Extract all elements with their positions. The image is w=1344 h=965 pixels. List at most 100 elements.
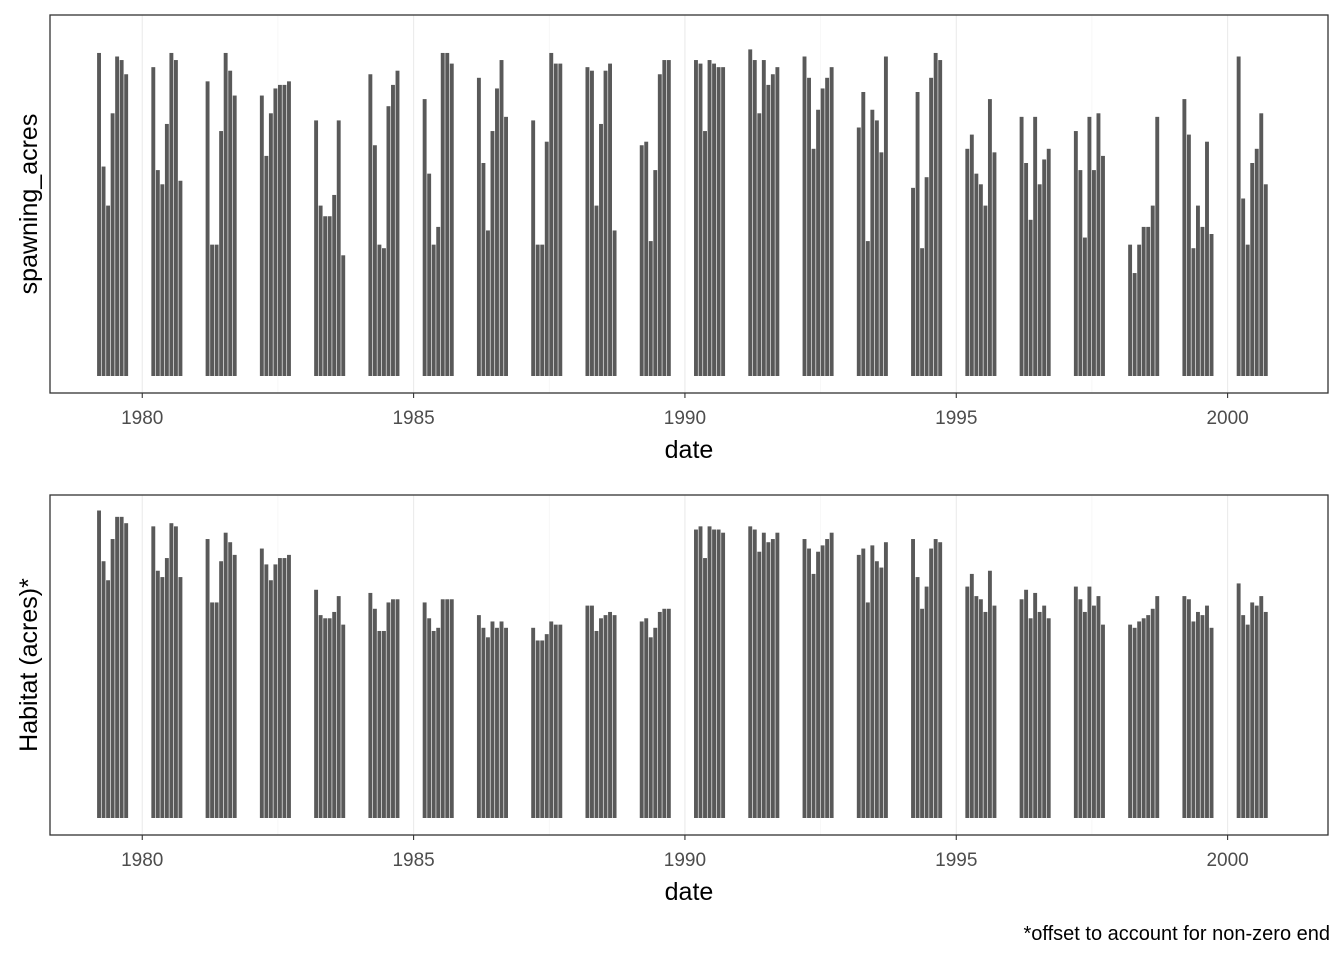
panel-bottom: 1980 1985 1990 1995 2000 date Habitat (acres)* [15,494,1329,906]
bar-1982-m4 [264,155,269,376]
bar-series [97,49,1268,377]
bar-1992-m7 [820,545,825,818]
bar-2000-m6 [1250,163,1255,376]
bar-1987-m3 [531,120,536,377]
bar-1981-m8 [228,70,233,376]
y-axis-title: Habitat (acres)* [15,578,43,752]
bar-1987-m4 [535,640,540,818]
bar-1984-m3 [368,74,373,376]
bar-1996-m5 [1028,618,1033,818]
bar-1981-m7 [223,532,228,818]
bar-1993-m5 [865,602,870,818]
bar-1984-m6 [381,248,386,376]
bar-1990-m9 [721,67,726,377]
bar-1991-m6 [761,60,766,377]
bar-1986-m8 [499,60,504,377]
bar-1981-m8 [228,542,233,818]
x-axis-title: date [665,878,714,906]
bar-1992-m6 [816,551,821,818]
bar-1979-m9 [124,74,129,376]
bar-1998-m4 [1132,627,1137,818]
bar-1981-m5 [214,602,219,818]
bar-1989-m6 [653,627,658,818]
bar-1995-m5 [974,596,979,818]
bar-1983-m3 [314,589,319,818]
bar-2000-m9 [1263,611,1268,818]
bar-1994-m5 [920,608,925,818]
bar-1983-m5 [323,618,328,818]
bar-1992-m3 [802,56,807,376]
bar-1984-m8 [391,84,395,377]
bar-1995-m5 [974,173,979,376]
bar-1986-m9 [504,116,508,376]
bar-1989-m8 [662,60,667,377]
bar-1993-m6 [870,545,875,818]
bar-1990-m7 [712,63,717,376]
bar-1979-m7 [115,56,120,376]
bar-1980-m8 [173,60,178,377]
bar-1998-m3 [1128,624,1133,818]
bar-1991-m9 [775,532,780,818]
bar-1980-m9 [178,180,183,376]
bar-1999-m4 [1186,599,1191,818]
bar-1985-m9 [449,63,454,376]
bar-1987-m7 [549,621,554,818]
bar-1997-m7 [1091,170,1096,376]
bar-1992-m7 [820,88,825,376]
x-tick-label: 1990 [664,850,706,871]
bar-1993-m8 [879,152,884,376]
bar-1994-m8 [933,539,938,818]
bar-1998-m5 [1137,244,1142,376]
bar-1993-m5 [865,241,870,376]
bar-1987-m9 [558,63,563,376]
footnote-caption: *offset to account for non-zero end [1023,923,1331,945]
bar-1984-m8 [391,599,395,818]
bar-1979-m5 [106,580,111,818]
y-axis-title: spawning_acres [15,114,43,295]
bar-1988-m3 [585,67,590,377]
bar-1989-m5 [648,637,653,818]
bar-1982-m8 [282,558,287,818]
bar-1979-m6 [110,539,115,818]
bar-1979-m3 [97,52,101,376]
bar-1986-m3 [476,615,481,818]
x-axis-title: date [665,436,714,464]
bar-1999-m7 [1200,615,1205,818]
bar-1997-m8 [1096,113,1101,377]
bar-1999-m7 [1200,226,1205,376]
bar-1995-m9 [992,152,997,376]
bar-1985-m9 [449,599,454,818]
bar-1997-m8 [1096,596,1101,818]
bar-1995-m8 [987,570,992,818]
bar-1999-m3 [1182,596,1187,818]
bar-1985-m3 [422,602,427,818]
bar-1990-m3 [694,529,698,818]
bar-1999-m6 [1196,205,1200,376]
x-tick-label: 2000 [1206,408,1248,429]
bar-2000-m3 [1236,583,1241,818]
bar-1999-m4 [1186,134,1191,376]
bar-2000-m3 [1236,56,1241,376]
bar-1981-m7 [223,52,228,376]
bar-1995-m4 [969,134,974,376]
bar-1987-m6 [544,141,549,376]
bar-1994-m9 [938,542,943,818]
bar-1983-m7 [332,194,337,376]
bar-1994-m6 [924,177,929,376]
x-tick-label: 1990 [664,408,706,429]
bar-1989-m4 [644,141,649,376]
bar-1980-m8 [173,526,178,818]
bar-1988-m4 [590,70,594,376]
bar-1981-m6 [219,131,224,376]
bar-1988-m5 [594,630,599,818]
bar-1998-m9 [1155,116,1160,376]
bar-1990-m7 [712,529,717,818]
bar-1991-m7 [766,542,771,818]
bar-1992-m4 [807,548,811,818]
bar-1995-m3 [965,148,970,376]
bar-1996-m7 [1037,611,1042,818]
bar-1982-m3 [259,548,264,818]
bar-1980-m5 [160,184,165,376]
bar-1990-m6 [707,526,712,818]
bar-1985-m5 [431,630,436,818]
